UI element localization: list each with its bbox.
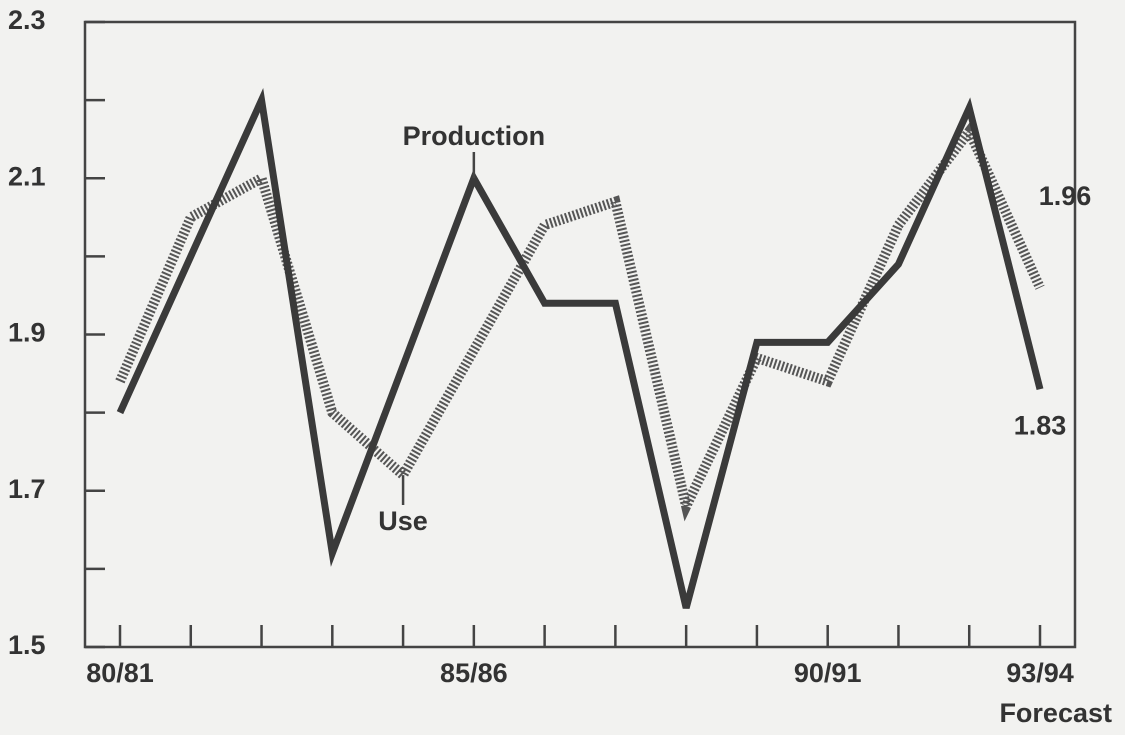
value-label: 1.83	[1014, 410, 1067, 440]
y-tick-label: 1.5	[8, 630, 46, 660]
y-tick-label: 1.7	[8, 474, 46, 504]
x-note: Forecast	[999, 698, 1112, 728]
x-tick-label: 90/91	[794, 658, 862, 688]
value-label: 1.96	[1039, 181, 1092, 211]
series-line	[116, 88, 1044, 609]
y-tick-label: 2.3	[8, 5, 46, 35]
series-line	[115, 121, 1045, 522]
x-tick-label: 80/81	[86, 658, 154, 688]
series-label: Use	[378, 506, 428, 536]
y-tick-label: 2.1	[8, 161, 46, 191]
x-tick-label: 85/86	[440, 658, 508, 688]
x-tick-label: 93/94	[1006, 658, 1074, 688]
plot-frame	[83, 20, 1077, 649]
y-tick-label: 1.9	[8, 318, 46, 348]
series-label: Production	[403, 121, 546, 151]
